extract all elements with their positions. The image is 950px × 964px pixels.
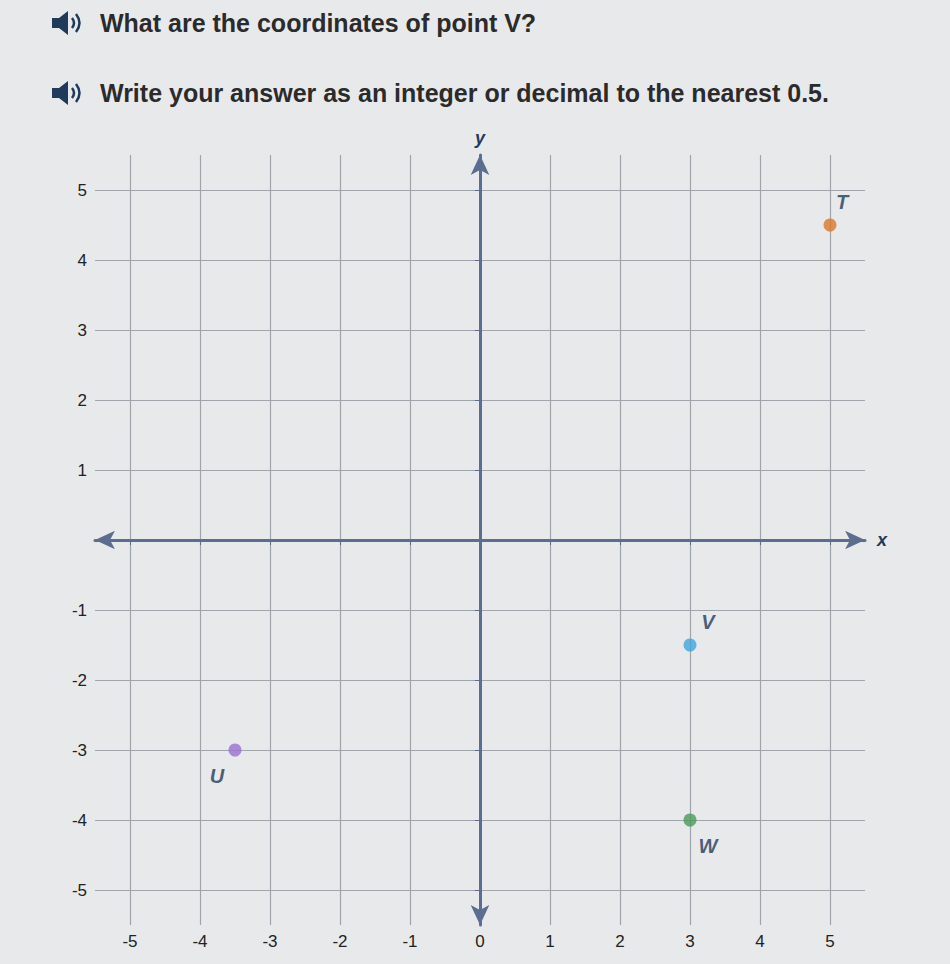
html-text:What are the coordinates of po: What are the coordinates of point V? bbox=[100, 8, 537, 37]
svg-text:1: 1 bbox=[78, 461, 87, 480]
svg-text:-3: -3 bbox=[262, 932, 277, 951]
svg-text:-3: -3 bbox=[72, 741, 87, 760]
svg-text:1: 1 bbox=[545, 932, 554, 951]
svg-text:y: y bbox=[474, 128, 486, 148]
svg-text:-5: -5 bbox=[72, 881, 87, 900]
svg-text:-4: -4 bbox=[192, 932, 207, 951]
svg-text:5: 5 bbox=[825, 932, 834, 951]
svg-text:-5: -5 bbox=[122, 932, 137, 951]
svg-text:W: W bbox=[699, 835, 720, 857]
svg-text:4: 4 bbox=[755, 932, 764, 951]
svg-text:0: 0 bbox=[475, 932, 484, 951]
svg-text:3: 3 bbox=[685, 932, 694, 951]
svg-text:4: 4 bbox=[78, 251, 87, 270]
svg-text:-4: -4 bbox=[72, 811, 87, 830]
svg-text:5: 5 bbox=[78, 181, 87, 200]
svg-text:-2: -2 bbox=[72, 671, 87, 690]
html-text:Write your answer as an intege: Write your answer as an integer or decim… bbox=[100, 78, 829, 107]
svg-text:2: 2 bbox=[78, 391, 87, 410]
svg-text:3: 3 bbox=[78, 321, 87, 340]
svg-text:V: V bbox=[701, 611, 716, 633]
svg-text:T: T bbox=[836, 191, 850, 213]
svg-text:-1: -1 bbox=[402, 932, 417, 951]
svg-text:-1: -1 bbox=[72, 601, 87, 620]
svg-text:x: x bbox=[876, 530, 888, 550]
svg-text:U: U bbox=[210, 765, 225, 787]
svg-text:-2: -2 bbox=[332, 932, 347, 951]
svg-text:2: 2 bbox=[615, 932, 624, 951]
